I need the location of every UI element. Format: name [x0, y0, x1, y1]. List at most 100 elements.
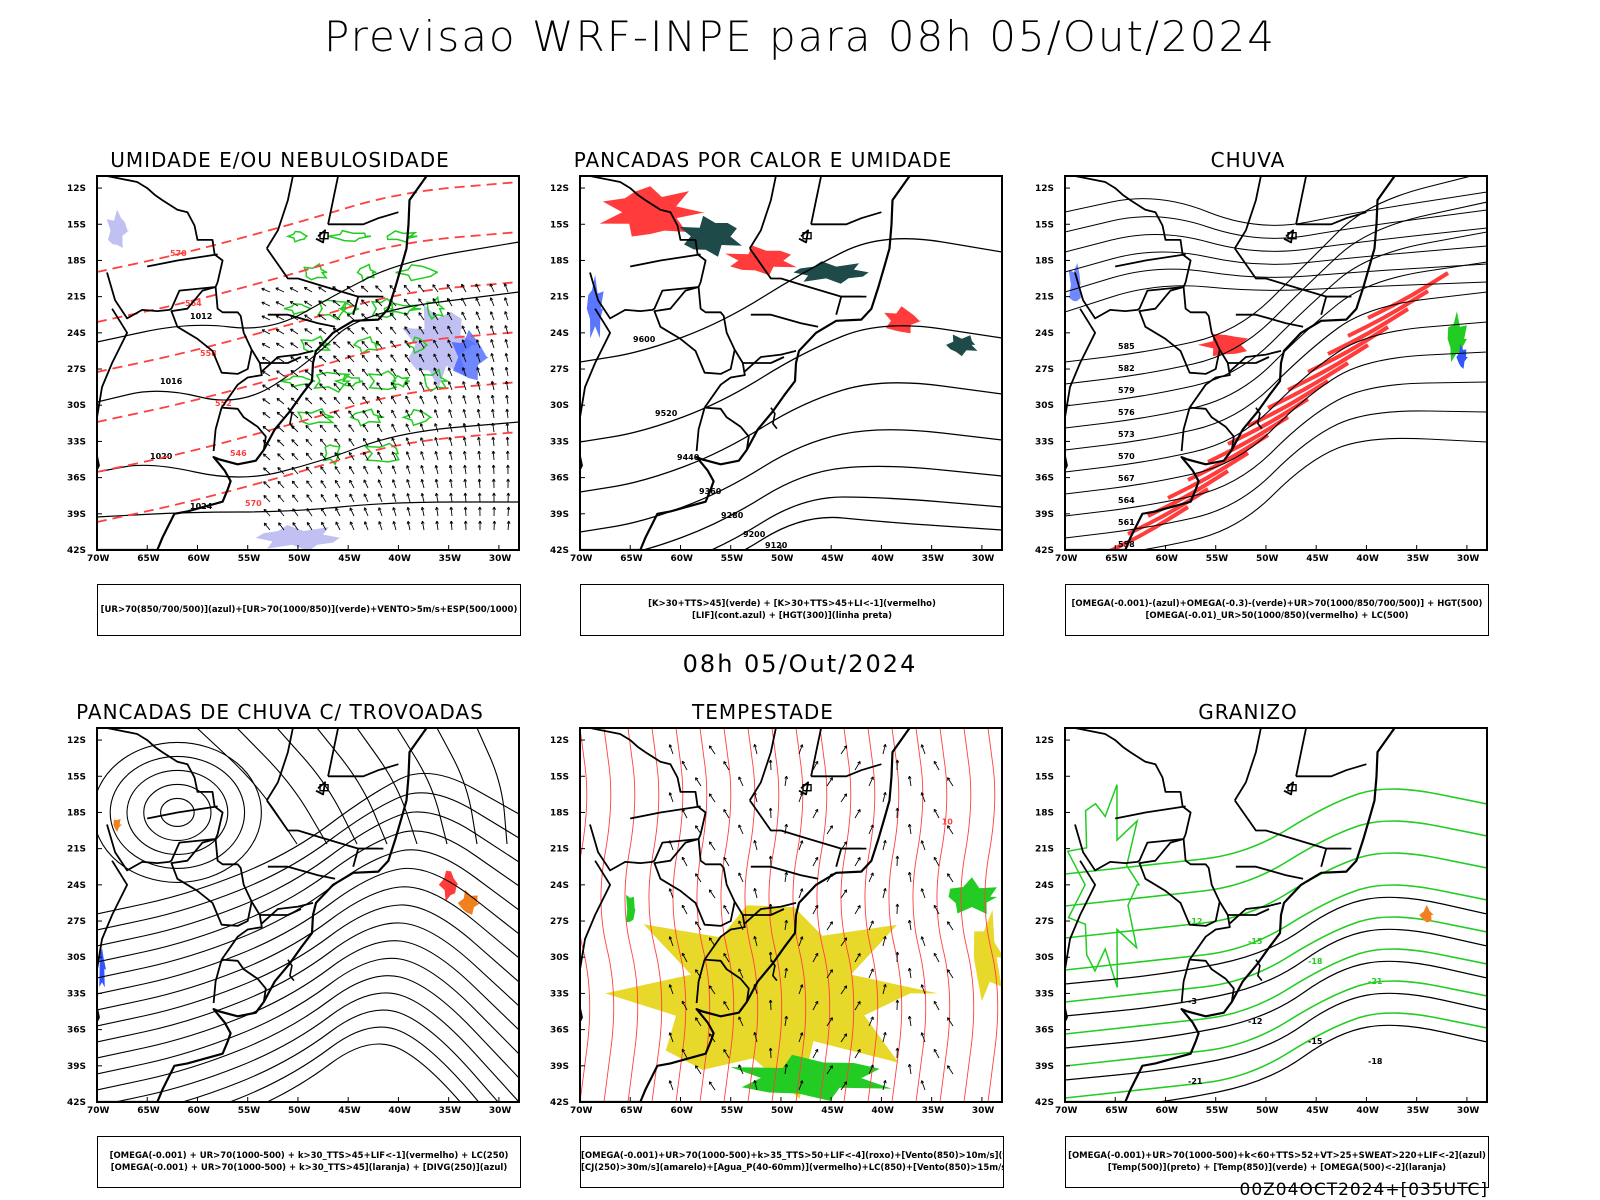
panel-title: PANCADAS POR CALOR E UMIDADE — [573, 148, 953, 172]
wind-vector — [812, 1000, 819, 1011]
wind-vector — [463, 464, 467, 475]
lat-tick-label: 42S — [1035, 1098, 1054, 1108]
wind-vector — [447, 325, 453, 335]
lon-tick-label: 30W — [489, 1106, 512, 1116]
contour-line — [580, 238, 1002, 363]
wind-vector — [463, 520, 468, 531]
contour-line — [97, 291, 519, 403]
lat-tick-label: 42S — [1035, 546, 1054, 556]
wind-vector — [768, 903, 773, 915]
rain-band — [1227, 397, 1310, 446]
lat-tick-label: 15S — [67, 220, 86, 230]
lat-tick-label: 42S — [550, 546, 569, 556]
wind-vector — [868, 968, 874, 979]
lat-tick-label: 12S — [1035, 736, 1054, 746]
rain-region — [1197, 334, 1248, 357]
wind-vector — [461, 353, 467, 363]
wind-vector — [361, 354, 369, 363]
wind-vector — [335, 507, 341, 517]
wind-vector — [334, 438, 341, 447]
wind-vector — [433, 353, 439, 363]
wind-vector — [882, 887, 887, 899]
lat-tick-label: 36S — [550, 1026, 569, 1036]
humidity-low-levels — [395, 264, 439, 282]
thunderstorm-region — [457, 889, 481, 915]
temp-500-contour — [1065, 928, 1487, 1017]
wind-vector — [306, 480, 313, 489]
wind-vector — [346, 299, 355, 307]
humidity-low-levels — [312, 371, 352, 393]
wind-vector — [475, 283, 481, 293]
humidity-low-levels — [401, 408, 433, 427]
wind-vector — [491, 422, 495, 433]
lon-tick-label: 65W — [1105, 1106, 1128, 1116]
lat-tick-label: 18S — [67, 808, 86, 818]
wind-vector — [334, 466, 341, 475]
wind-vector — [448, 464, 453, 475]
wind-vector — [681, 760, 688, 771]
wind-vector — [506, 464, 510, 475]
panel-title: CHUVA — [1210, 148, 1286, 172]
wind-vector — [376, 396, 383, 405]
streamline — [97, 772, 519, 915]
streamline — [840, 728, 855, 1102]
wind-vector — [391, 437, 397, 447]
streamline — [97, 940, 519, 1059]
wind-vector — [768, 807, 773, 819]
wind-vector — [504, 366, 509, 377]
wind-vector — [681, 808, 688, 819]
lon-tick-label: 70W — [570, 1106, 593, 1116]
wind-vector — [812, 760, 819, 771]
wind-vector — [347, 396, 355, 405]
wind-vector — [376, 409, 383, 419]
thunderstorm-region — [113, 818, 123, 832]
wind-vector — [708, 793, 716, 803]
lon-tick-label: 50W — [771, 1106, 794, 1116]
wind-vector — [349, 479, 355, 489]
legend-line: [OMEGA(-0.01)_UR>50(1000/850)(vermelho) … — [1145, 611, 1409, 621]
wind-vector — [895, 807, 900, 819]
wind-vector — [362, 410, 369, 419]
wind-vector — [277, 453, 285, 461]
streamline — [97, 922, 519, 1043]
wind-vector — [907, 1015, 912, 1027]
wind-vector — [349, 493, 355, 503]
wind-vector — [262, 370, 271, 377]
humidity-low-levels — [296, 407, 335, 426]
lat-tick-label: 12S — [67, 736, 86, 746]
wind-vector — [920, 840, 926, 851]
wind-vector — [506, 506, 511, 517]
wind-vector — [377, 451, 383, 461]
wind-vector — [333, 410, 341, 419]
lon-tick-label: 70W — [87, 554, 110, 564]
lat-tick-label: 15S — [67, 772, 86, 782]
wind-vector — [432, 298, 439, 307]
wind-vector — [319, 397, 327, 405]
wind-vector — [290, 342, 299, 349]
lat-tick-label: 27S — [550, 917, 569, 927]
lon-tick-label: 40W — [1356, 1106, 1379, 1116]
lon-tick-label: 70W — [570, 554, 593, 564]
strong-wind-region — [948, 877, 998, 914]
wind-vector — [895, 855, 900, 867]
wind-vector — [275, 301, 285, 307]
wind-vector — [947, 921, 954, 931]
wind-vector — [306, 508, 313, 517]
wind-vector — [418, 298, 425, 307]
wind-vector — [492, 492, 496, 503]
wind-vector — [262, 412, 271, 419]
streamline — [265, 1043, 461, 1102]
wind-vector — [261, 315, 271, 321]
wind-vector — [668, 1080, 674, 1091]
wind-vector — [348, 438, 355, 447]
streamline — [696, 728, 711, 1102]
valid-time-title: 08h 05/Out/2024 — [682, 650, 918, 678]
wind-vector — [390, 340, 397, 349]
legend-line: [OMEGA(-0.001)+UR>70(1000-500)+k>35_TTS>… — [581, 1151, 1003, 1161]
lon-tick-label: 60W — [670, 554, 693, 564]
wind-vector — [933, 760, 940, 771]
instability-region — [884, 306, 922, 334]
wind-vector — [738, 1064, 744, 1075]
lon-tick-label: 55W — [721, 1106, 744, 1116]
